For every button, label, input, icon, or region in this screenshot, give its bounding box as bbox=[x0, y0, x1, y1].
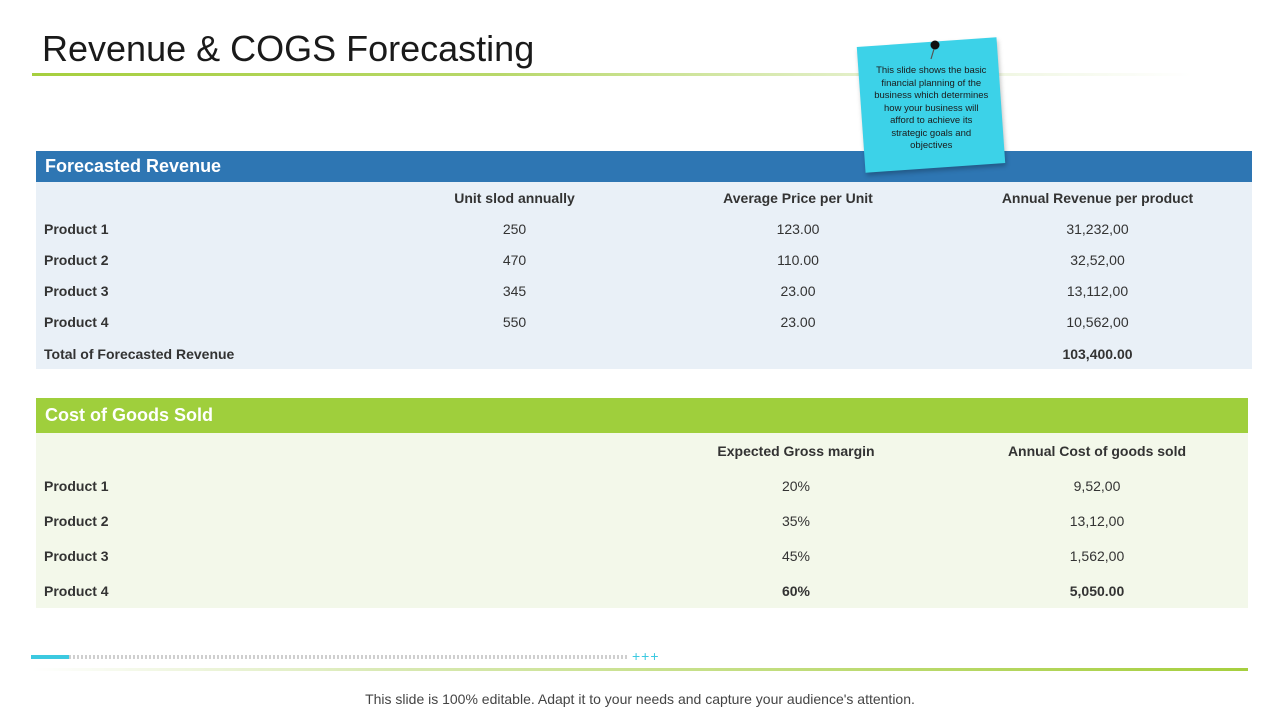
footer-plus-marks: +++ bbox=[632, 648, 660, 664]
column-header: Unit slod annually bbox=[454, 189, 575, 206]
table-cell: 23.00 bbox=[780, 314, 816, 331]
column-header: Annual Cost of goods sold bbox=[1007, 442, 1187, 459]
table-row: Product 4 550 23.00 10,562,00 bbox=[36, 307, 1252, 338]
footer-dotted-line bbox=[69, 655, 629, 659]
table-cell: 31,232,00 bbox=[1066, 220, 1129, 237]
sticky-note-text: This slide shows the basic financial pla… bbox=[874, 65, 989, 152]
table-cell: 10,562,00 bbox=[1066, 314, 1129, 331]
table-header-row: Unit slod annually Average Price per Uni… bbox=[36, 182, 1252, 213]
total-row: Total of Forecasted Revenue 103,400.00 bbox=[36, 338, 1252, 369]
table-row: Product 2 35% 13,12,00 bbox=[36, 503, 1248, 538]
table-cell: 35% bbox=[781, 512, 811, 529]
row-label: Product 1 bbox=[44, 477, 109, 494]
table-row: Product 2 470 110.00 32,52,00 bbox=[36, 244, 1252, 275]
row-label: Product 1 bbox=[44, 220, 109, 237]
forecasted-revenue-table: Forecasted Revenue Unit slod annually Av… bbox=[36, 151, 1252, 369]
table-cell: 9,52,00 bbox=[1073, 477, 1121, 494]
row-label: Product 3 bbox=[44, 283, 109, 300]
table-cell: 123.00 bbox=[776, 220, 820, 237]
table-row: Product 3 45% 1,562,00 bbox=[36, 538, 1248, 573]
column-header bbox=[36, 433, 646, 468]
cost-of-goods-sold-table: Cost of Goods Sold Expected Gross margin… bbox=[36, 398, 1248, 608]
table-cell: 60% bbox=[781, 582, 811, 599]
table-cell: 5,050.00 bbox=[1069, 582, 1125, 599]
footer-rule bbox=[32, 668, 1248, 671]
column-header: Average Price per Unit bbox=[723, 189, 873, 206]
column-header bbox=[36, 182, 376, 213]
table-row: Product 1 20% 9,52,00 bbox=[36, 468, 1248, 503]
table-cell: 20% bbox=[781, 477, 811, 494]
table-cell: 470 bbox=[502, 251, 527, 268]
column-header: Annual Revenue per product bbox=[1001, 189, 1194, 206]
row-label: Product 4 bbox=[44, 582, 109, 599]
forecasted-revenue-heading: Forecasted Revenue bbox=[36, 151, 1252, 182]
table-cell: 13,112,00 bbox=[1066, 283, 1129, 300]
table-cell: 250 bbox=[502, 220, 527, 237]
table-cell: 110.00 bbox=[777, 251, 819, 268]
total-value: 103,400.00 bbox=[1062, 345, 1133, 362]
revenue-grid: Unit slod annually Average Price per Uni… bbox=[36, 182, 1252, 369]
cost-of-goods-sold-heading: Cost of Goods Sold bbox=[36, 398, 1248, 433]
row-label: Product 2 bbox=[44, 512, 109, 529]
table-row: Product 4 60% 5,050.00 bbox=[36, 573, 1248, 608]
total-label: Total of Forecasted Revenue bbox=[44, 345, 235, 362]
cogs-grid: Expected Gross margin Annual Cost of goo… bbox=[36, 433, 1248, 608]
table-cell: 550 bbox=[502, 314, 527, 331]
row-label: Product 3 bbox=[44, 547, 109, 564]
footer-progress-bar bbox=[31, 655, 69, 659]
table-cell: 13,12,00 bbox=[1069, 512, 1125, 529]
pushpin-icon bbox=[930, 40, 940, 60]
table-cell: 45% bbox=[781, 547, 811, 564]
table-cell: 1,562,00 bbox=[1069, 547, 1125, 564]
page-title: Revenue & COGS Forecasting bbox=[42, 28, 535, 69]
table-cell: 345 bbox=[502, 283, 527, 300]
table-cell: 32,52,00 bbox=[1070, 251, 1125, 268]
row-label: Product 4 bbox=[44, 314, 109, 331]
column-header: Expected Gross margin bbox=[717, 442, 875, 459]
row-label: Product 2 bbox=[44, 251, 109, 268]
table-row: Product 1 250 123.00 31,232,00 bbox=[36, 213, 1252, 244]
table-header-row: Expected Gross margin Annual Cost of goo… bbox=[36, 433, 1248, 468]
table-cell: 23.00 bbox=[780, 283, 816, 300]
table-cell bbox=[376, 338, 653, 369]
table-cell bbox=[653, 338, 943, 369]
title-underline bbox=[32, 73, 1192, 76]
table-row: Product 3 345 23.00 13,112,00 bbox=[36, 276, 1252, 307]
footer-caption: This slide is 100% editable. Adapt it to… bbox=[365, 691, 915, 707]
